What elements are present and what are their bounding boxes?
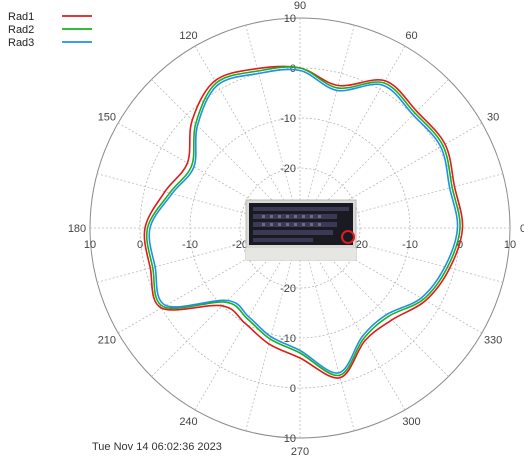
ring-label: -20 [232,239,248,251]
timestamp: Tue Nov 14 06:02:36 2023 [92,441,222,453]
grid-spoke [194,45,301,229]
grid-spoke [299,45,406,229]
ring-label: -20 [280,283,296,295]
series-line-rad1 [143,65,464,379]
legend-label-rad2: Rad2 [8,24,34,36]
ring-label: 10 [284,13,296,25]
legend-label-rad1: Rad1 [8,11,34,23]
angle-label: 30 [487,112,499,124]
grid-spoke [299,25,355,229]
ring-label: 10 [504,239,516,251]
angle-label: 90 [294,0,306,12]
angle-label: 210 [98,335,116,347]
series-line-rad3 [148,68,459,374]
grid-spoke [117,227,301,334]
grid-spoke [299,227,406,411]
grid-spoke [97,173,301,229]
angle-label: 270 [291,446,309,458]
grid-spoke [299,173,503,229]
ring-label: 10 [284,433,296,445]
ring-label: -10 [280,333,296,345]
grid-spoke [117,122,301,229]
grid-spoke [299,227,355,431]
angle-labels: 0 30 60 90 120 150 180 210 240 270 300 330 [68,0,524,458]
legend-label-rad3: Rad3 [8,37,34,49]
ring-label: 0 [290,383,296,395]
grid-spoke [245,25,301,229]
grid-spoke [299,79,449,229]
grid-spoke [299,227,483,334]
grid-spoke [299,227,503,283]
angle-label: 330 [484,335,502,347]
ring-label: 0 [137,239,143,251]
angle-label: 0 [520,223,524,235]
grid-spoke [299,122,483,229]
angle-label: 120 [179,30,197,42]
angle-label: 300 [402,416,420,428]
angle-label: 180 [68,223,86,235]
series-lines [143,65,464,379]
grid-spoke [245,227,301,431]
angle-label: 150 [98,112,116,124]
ring-label: 10 [84,239,96,251]
ring-label: -10 [280,113,296,125]
ring-label: -10 [182,239,198,251]
grid-spoke [299,227,449,377]
keyboard-device-icon [245,199,357,261]
series-line-rad2 [145,66,461,377]
angle-label: 240 [179,416,197,428]
ring-label: -10 [402,239,418,251]
grid-spoke [97,227,301,283]
angle-label: 60 [405,30,417,42]
grid-spoke [151,79,301,229]
ring-label: -20 [280,163,296,175]
